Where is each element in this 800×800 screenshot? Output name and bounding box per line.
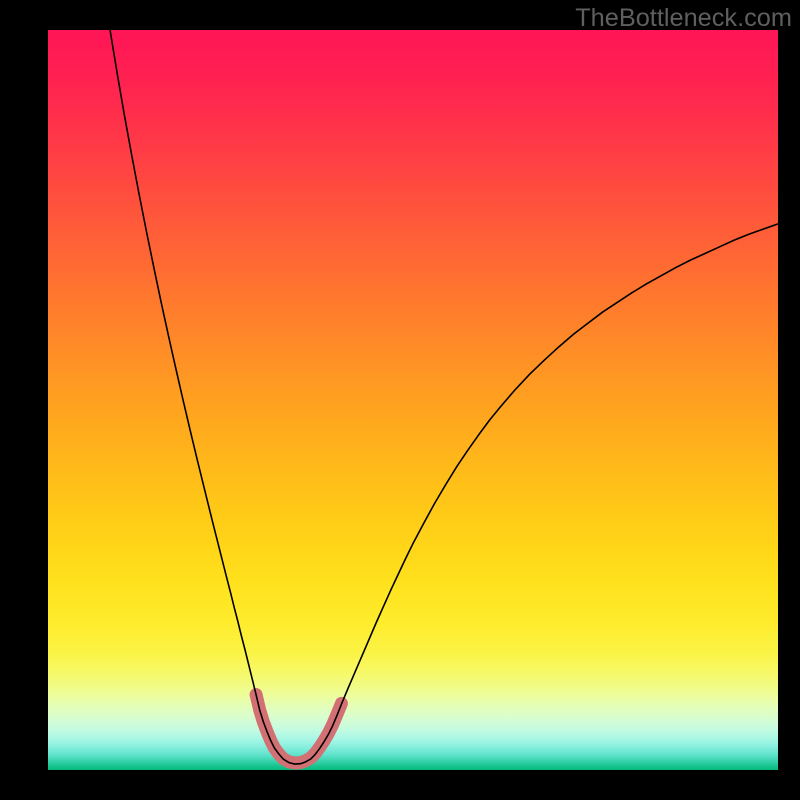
watermark-text: TheBottleneck.com — [575, 4, 792, 33]
bottleneck-chart — [48, 30, 778, 770]
gradient-background — [48, 30, 778, 770]
